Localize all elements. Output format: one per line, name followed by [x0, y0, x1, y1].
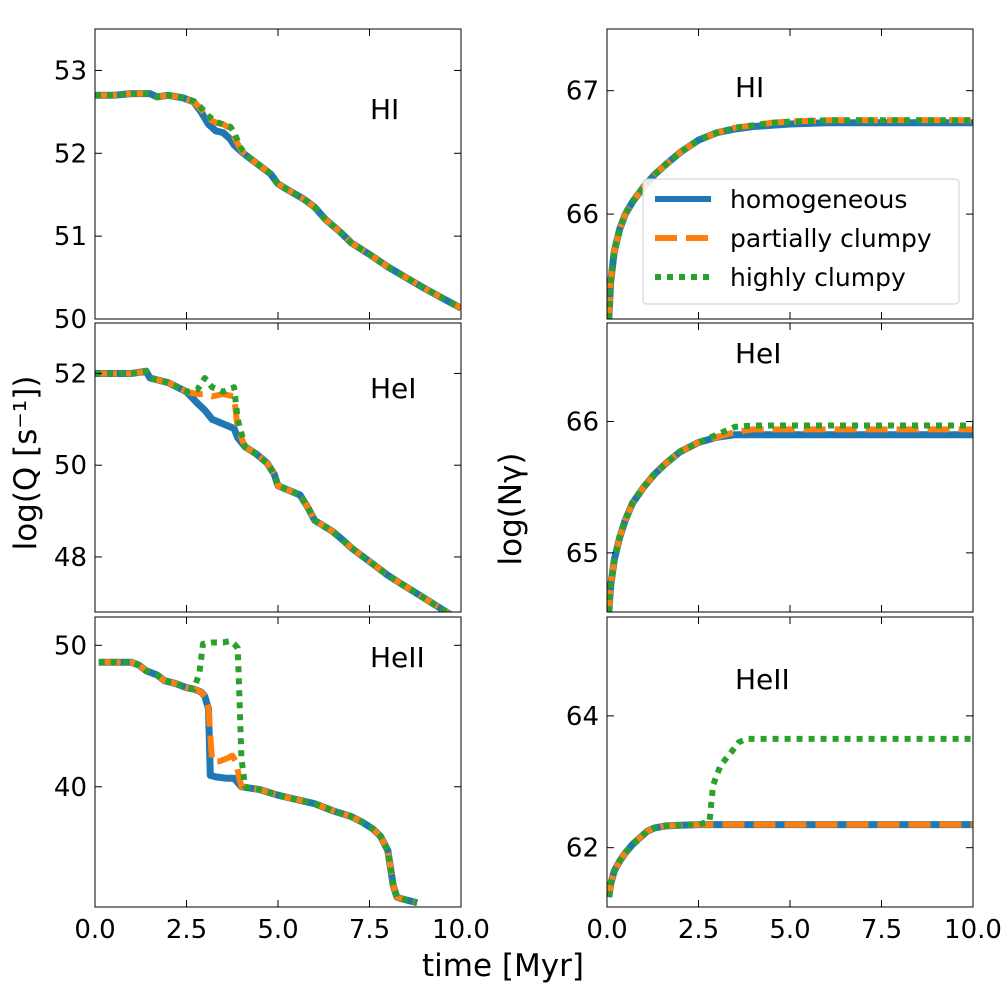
x-tick-label: 5.0 [257, 915, 298, 945]
series-line-partially-clumpy [98, 659, 418, 906]
x-tick-label: 2.5 [678, 915, 719, 945]
series-group [607, 117, 973, 319]
x-axis-label: time [Myr] [422, 948, 584, 984]
y-axis-label-left: log(Q [s⁻¹]) [8, 376, 44, 551]
y-tick-label: 62 [566, 834, 599, 864]
panel-left-3: 0.0 2.5 5.0 7.5 10.0 40 50 HeII [54, 616, 490, 945]
legend-label-homogeneous: homogeneous [730, 185, 907, 214]
y-tick-label: 66 [566, 408, 599, 438]
y-tick-label: 65 [566, 539, 599, 569]
legend-label-highly-clumpy: highly clumpy [730, 263, 906, 292]
panel-right-3: 0.0 2.5 5.0 7.5 10.0 62 64 HeII [566, 616, 1002, 945]
series-group [95, 367, 453, 612]
panel-left-1: 50 51 52 53 HI [54, 28, 462, 335]
legend: homogeneous partially clumpy highly clum… [642, 178, 960, 305]
panel-right-2: 65 66 HeI [566, 322, 974, 613]
y-tick-label: 40 [54, 773, 87, 803]
y-tick-label: 53 [54, 56, 87, 86]
panels: 50 51 52 53 HI 48 50 52 HeI 0.0 2.5 5.0 7.5 10.0 40 50 H… [54, 28, 1002, 945]
legend-box [642, 178, 960, 305]
y-tick-label: 50 [54, 631, 87, 661]
y-tick-label: 50 [54, 451, 87, 481]
panel-title-hei: HeI [735, 337, 782, 370]
x-tick-label: 10.0 [944, 915, 1002, 945]
y-tick-label: 50 [54, 305, 87, 335]
y-tick-label: 51 [54, 222, 87, 252]
panel-title-heii: HeII [370, 641, 425, 674]
x-tick-label: 7.5 [861, 915, 902, 945]
y-tick-label: 67 [566, 77, 599, 107]
series-line-highly-clumpy [607, 422, 973, 612]
y-tick-label: 64 [566, 702, 599, 732]
y-tick-label: 66 [566, 200, 599, 230]
legend-label-partially-clumpy: partially clumpy [730, 224, 932, 253]
y-axis-label-right: log(Nγ) [493, 453, 529, 566]
panel-title-hei: HeI [370, 372, 417, 405]
series-group [607, 735, 973, 898]
panel-left-2: 48 50 52 HeI [54, 322, 462, 613]
x-tick-label: 0.0 [74, 915, 115, 945]
panel-right-1: 66 67 HI [566, 28, 974, 320]
panel-title-heii: HeII [735, 663, 790, 696]
series-line-highly-clumpy [607, 117, 973, 319]
x-tick-label: 0.0 [586, 915, 627, 945]
x-tick-label: 5.0 [769, 915, 810, 945]
series-line-highly-clumpy [95, 368, 452, 612]
series-group [607, 422, 973, 612]
series-line-highly-clumpy [95, 90, 461, 311]
x-tick-label: 2.5 [166, 915, 207, 945]
panel-title-hi: HI [370, 93, 399, 126]
y-tick-label: 48 [54, 543, 87, 573]
series-group [95, 90, 461, 312]
panel-title-hi: HI [735, 71, 764, 104]
y-tick-label: 52 [54, 359, 87, 389]
x-tick-label: 10.0 [432, 915, 490, 945]
y-tick-label: 52 [54, 139, 87, 169]
x-tick-label: 7.5 [349, 915, 390, 945]
series-group [98, 638, 418, 907]
